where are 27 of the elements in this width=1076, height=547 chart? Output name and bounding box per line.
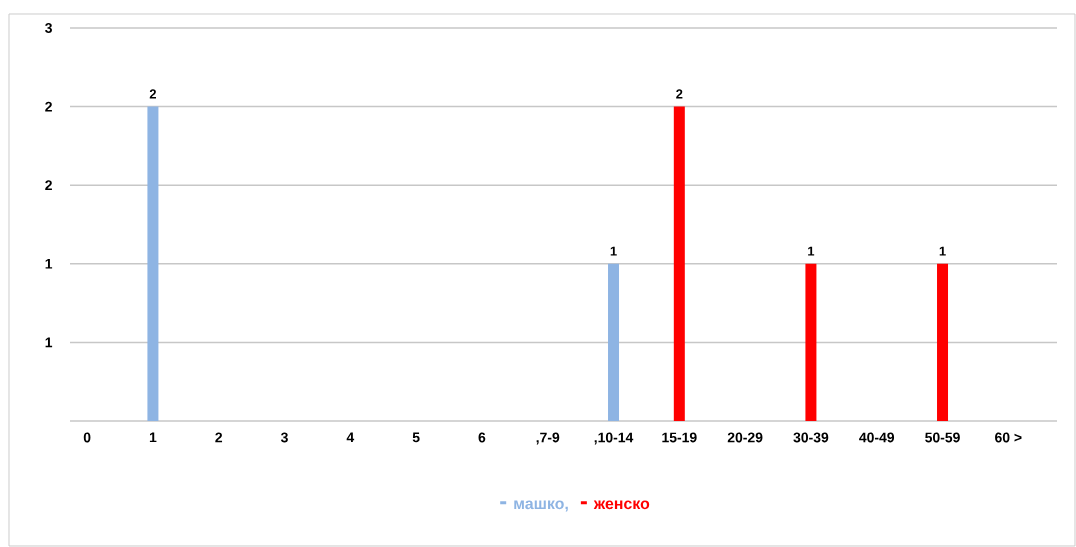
x-tick-label: 50-59	[925, 432, 960, 443]
legend-label: женско	[593, 500, 650, 510]
data-label: 1	[610, 246, 617, 256]
x-tick-label: ,7-9	[536, 432, 560, 445]
data-label: 1	[808, 246, 815, 256]
x-tick-label: 0	[83, 432, 91, 443]
x-tick-label: 40-49	[859, 432, 895, 443]
y-tick-label: 1	[45, 258, 53, 269]
x-tick-label: 1	[149, 432, 157, 443]
x-tick-label: 4	[346, 432, 355, 443]
x-tick-label: 60 >	[995, 432, 1022, 443]
y-tick-label: 1	[45, 337, 53, 348]
y-tick-label: 3	[45, 23, 52, 33]
x-tick-label: ,10-14	[594, 432, 634, 445]
x-tick-label: 5	[412, 432, 420, 443]
x-tick-label: 2	[215, 432, 223, 443]
y-tick-label: 2	[45, 180, 52, 191]
x-tick-label: 15-19	[662, 432, 697, 443]
x-tick-label: 20-29	[727, 432, 763, 443]
data-label: 2	[676, 89, 683, 99]
data-label: 2	[149, 89, 156, 99]
x-tick-label: 3	[280, 432, 288, 443]
y-tick-label: 2	[45, 101, 52, 112]
legend-label: машко,	[514, 500, 568, 512]
x-tick-label: 30-39	[793, 432, 829, 443]
x-tick-label: 6	[478, 432, 486, 443]
data-label: 1	[939, 246, 946, 256]
